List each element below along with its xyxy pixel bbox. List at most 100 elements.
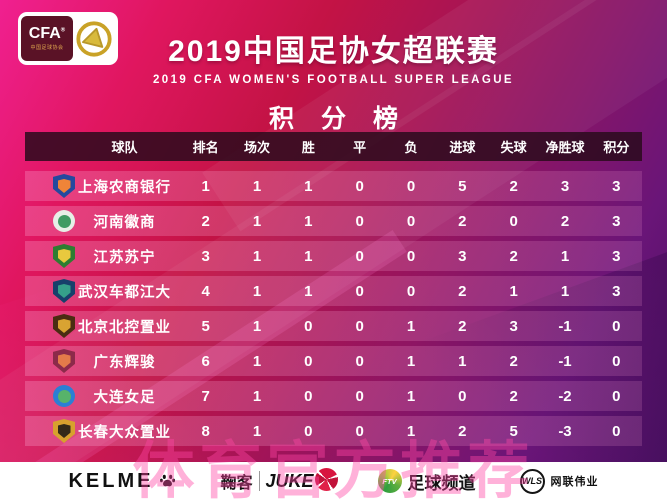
cell-played: 1 [252, 212, 262, 230]
cell-goals-for: 0 [458, 387, 467, 405]
column-header-team: 球队 [111, 140, 138, 155]
cell-loss: 1 [406, 352, 416, 370]
table-row: 江苏苏宁 3 1 1 0 0 3 2 1 3 [25, 241, 642, 271]
divider [258, 471, 260, 491]
cell-win: 1 [304, 247, 313, 265]
cell-played: 1 [252, 387, 262, 405]
team-cell: 武汉车都江大 [25, 276, 180, 306]
cell-draw: 0 [355, 387, 364, 405]
team-logo-inner [57, 249, 71, 263]
cell-goals-for: 2 [458, 422, 467, 440]
column-header-points: 积分 [603, 140, 630, 155]
column-header-loss: 负 [404, 140, 418, 155]
cell-win: 1 [304, 177, 313, 195]
cfa-emblem-icon [73, 20, 115, 58]
column-header-goals-against: 失球 [500, 140, 527, 155]
team-logo-inner [57, 389, 71, 403]
wls-icon: WLS [519, 468, 545, 494]
cell-points: 3 [612, 212, 621, 230]
team-name: 河南徽商 [93, 214, 156, 231]
cell-goals-for: 3 [458, 247, 467, 265]
sponsor-football-channel: FTV 足球频道 [377, 469, 476, 494]
team-logo [53, 174, 75, 198]
table-row: 上海农商银行 1 1 1 0 0 5 2 3 3 [25, 171, 642, 201]
cell-draw: 0 [355, 247, 364, 265]
cell-goals-for: 1 [458, 352, 467, 370]
cell-rank: 6 [201, 352, 210, 370]
team-name: 上海农商银行 [78, 179, 171, 196]
team-logo [53, 385, 75, 407]
cell-goal-diff: -1 [558, 317, 572, 335]
column-header-goals-for: 进球 [449, 140, 476, 155]
team-name: 北京北控置业 [78, 319, 171, 336]
cfa-logo: CFA® 中国足球协会 [21, 16, 73, 61]
cell-draw: 0 [355, 212, 364, 230]
cell-goal-diff: -3 [558, 422, 572, 440]
cell-goals-for: 2 [458, 212, 467, 230]
cell-rank: 7 [201, 387, 210, 405]
cell-goal-diff: 1 [560, 247, 570, 265]
team-logo-inner [57, 424, 71, 438]
cell-draw: 0 [355, 282, 364, 300]
cfa-logo-text: CFA® [28, 25, 66, 42]
team-cell: 长春大众置业 [25, 416, 180, 446]
column-header-win: 胜 [301, 140, 315, 155]
page-subtitle: 2019 CFA WOMEN'S FOOTBALL SUPER LEAGUE [152, 74, 515, 86]
table-row: 武汉车都江大 4 1 1 0 0 2 1 1 3 [25, 276, 642, 306]
team-cell: 江苏苏宁 [25, 241, 180, 271]
cell-points: 3 [612, 247, 621, 265]
sponsor-juke: 鞠客 JUKE [220, 467, 338, 493]
sponsor-wls: WLS 网联伟业 [519, 468, 599, 494]
cell-loss: 1 [406, 422, 416, 440]
cell-loss: 0 [406, 247, 416, 265]
cell-goals-for: 2 [458, 317, 467, 335]
cell-goals-against: 2 [509, 247, 518, 265]
cell-played: 1 [252, 422, 262, 440]
header: 2019中国足协女超联赛 2019 CFA WOMEN'S FOOTBALL S… [0, 0, 667, 135]
team-name: 武汉车都江大 [78, 284, 171, 301]
juke-flower-icon [314, 467, 338, 491]
cell-goals-against: 2 [509, 352, 518, 370]
cell-goal-diff: 2 [560, 212, 570, 230]
cfa-badge: CFA® 中国足球协会 [18, 12, 118, 65]
cell-win: 1 [304, 282, 313, 300]
team-name: 江苏苏宁 [93, 249, 156, 266]
football-channel-icon: FTV [377, 469, 402, 493]
section-title: 积 分 榜 [269, 105, 408, 133]
cell-draw: 0 [355, 317, 364, 335]
team-cell: 北京北控置业 [25, 311, 180, 341]
cell-points: 0 [612, 317, 621, 335]
team-name: 广东辉骏 [93, 354, 156, 371]
cell-played: 1 [252, 352, 262, 370]
cell-loss: 0 [406, 177, 416, 195]
team-cell: 上海农商银行 [25, 171, 180, 201]
cell-points: 3 [612, 177, 621, 195]
column-header-draw: 平 [353, 140, 367, 155]
cell-win: 0 [304, 352, 313, 370]
cell-played: 1 [252, 282, 262, 300]
wls-name: 网联伟业 [550, 476, 599, 488]
cell-loss: 1 [406, 387, 416, 405]
team-logo [53, 279, 75, 303]
juke-logo-cn: 鞠客 [220, 475, 253, 492]
cell-rank: 2 [201, 212, 210, 230]
table-row: 广东辉骏 6 1 0 0 1 1 2 -1 0 [25, 346, 642, 376]
cell-played: 1 [252, 317, 262, 335]
table-row: 北京北控置业 5 1 0 0 1 2 3 -1 0 [25, 311, 642, 341]
cell-rank: 4 [201, 282, 210, 300]
cell-draw: 0 [355, 177, 364, 195]
team-name: 长春大众置业 [78, 424, 171, 441]
cell-goal-diff: -1 [558, 352, 572, 370]
team-cell: 广东辉骏 [25, 346, 180, 376]
kelme-logo-text: KELME [68, 469, 154, 492]
team-logo [53, 419, 75, 443]
cell-goals-against: 1 [509, 282, 518, 300]
paw-icon [160, 474, 176, 486]
column-header-rank: 排名 [192, 140, 219, 155]
table-row: 大连女足 7 1 0 0 1 0 2 -2 0 [25, 381, 642, 411]
cell-goal-diff: 3 [560, 177, 570, 195]
cell-points: 0 [612, 387, 621, 405]
sponsor-kelme: KELME [68, 470, 176, 493]
table-row: 长春大众置业 8 1 0 0 1 2 5 -3 0 [25, 416, 642, 446]
